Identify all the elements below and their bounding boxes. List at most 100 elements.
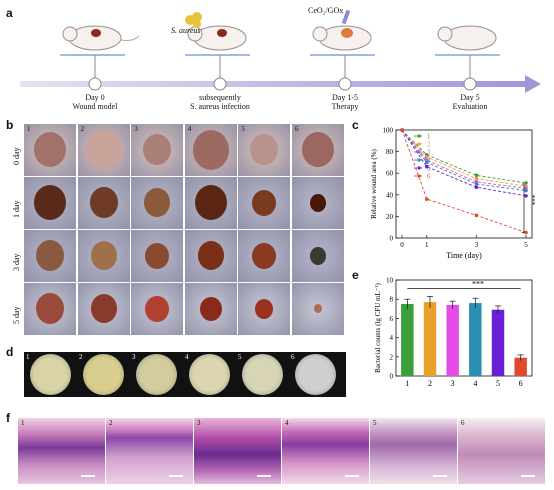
y-tick-label: 60	[386, 170, 394, 178]
y-tick-label: 80	[386, 148, 394, 156]
row-label: 1 day	[12, 199, 21, 218]
he-stain-image: 1	[18, 418, 105, 484]
wound-photo-grid: 0 day 1 2 3 4 5 6 1 day 3 day 5 day	[12, 124, 346, 336]
scale-bar	[256, 475, 271, 477]
bar	[423, 302, 437, 376]
wound-photo: 2	[77, 124, 130, 176]
wound-photo	[77, 283, 130, 335]
wound	[34, 132, 67, 168]
bar	[446, 304, 459, 376]
scale-bar	[432, 475, 447, 477]
wound-photo	[77, 177, 130, 229]
mouse-1	[62, 25, 140, 51]
data-point	[524, 181, 528, 185]
panel-letter-f: f	[6, 411, 10, 425]
bar	[491, 309, 505, 376]
panel-letter-c: c	[352, 118, 359, 132]
legend-label: 2	[427, 141, 431, 149]
legend-marker	[417, 166, 421, 170]
culture-dish	[83, 354, 124, 395]
scale-bar	[80, 475, 95, 477]
y-tick-label: 2	[390, 353, 394, 361]
wound-photo	[238, 230, 291, 282]
chart-wound-area: 0 20 40 60 80 100 0 1 3 5 Time (day) Relative wound…	[370, 127, 536, 261]
culture-dish	[189, 354, 230, 395]
culture-dish-strip: 1 2 3 4 5 6	[24, 352, 346, 397]
wound	[199, 296, 222, 321]
step-title: Day 0	[85, 93, 105, 102]
wound-photo	[184, 177, 237, 229]
legend-label: 4	[427, 157, 431, 165]
y-tick-label: 40	[386, 191, 394, 199]
data-point	[425, 160, 429, 165]
series-line	[401, 129, 527, 234]
dish-number: 1	[26, 353, 30, 361]
timeline-step-3: Day 1-5 Therapy	[315, 93, 375, 111]
wound-photo: 5	[238, 124, 291, 176]
wound-photo	[238, 283, 291, 335]
legend-label: 1	[427, 133, 431, 141]
wound-photo	[77, 230, 130, 282]
data-point	[474, 182, 479, 186]
scale-bar	[168, 475, 183, 477]
inject-label-ceo2: CeO₂/GOx	[308, 6, 344, 15]
y-axis-label: Relative wound area (%)	[370, 148, 378, 218]
wound-photo	[131, 230, 184, 282]
y-tick-label: 10	[386, 277, 394, 285]
he-stain-image: 6	[458, 418, 545, 484]
column-number: 3	[134, 125, 138, 133]
bar	[401, 304, 414, 376]
wound	[197, 241, 224, 271]
he-number: 2	[109, 419, 113, 427]
wound	[255, 298, 274, 319]
y-tick-label: 6	[390, 315, 394, 323]
wound	[310, 246, 327, 265]
data-point	[400, 128, 404, 132]
culture-dish	[136, 354, 177, 395]
he-stain-strip: 1 2 3 4 5 6	[18, 418, 548, 484]
wound-photo: 4	[184, 124, 237, 176]
wound	[310, 193, 327, 212]
wound	[252, 242, 277, 269]
scale-bar	[520, 475, 535, 477]
x-tick-label: 5	[496, 379, 500, 388]
column-number: 6	[295, 125, 299, 133]
timeline-step-2: subsequently S. aureus infection	[180, 93, 260, 111]
dish-number: 3	[132, 353, 136, 361]
wound	[194, 185, 227, 221]
column-number: 5	[241, 125, 245, 133]
plot-frame	[395, 279, 533, 377]
wound-photo	[24, 177, 77, 229]
bar	[514, 357, 527, 376]
x-tick-label: 3	[451, 379, 455, 388]
x-tick-label: 1	[425, 241, 429, 249]
wound	[90, 241, 117, 271]
he-number: 1	[21, 419, 25, 427]
he-stain-image: 4	[282, 418, 369, 484]
legend-marker	[417, 174, 421, 178]
wound	[36, 240, 65, 272]
significance-stars: ***	[528, 195, 536, 206]
wound-photo	[292, 230, 345, 282]
legend-marker	[417, 142, 421, 146]
data-point	[524, 194, 528, 198]
he-number: 3	[197, 419, 201, 427]
panel-letter-e: e	[352, 268, 359, 282]
wound-photo	[131, 177, 184, 229]
he-number: 5	[373, 419, 377, 427]
legend-label: 6	[427, 173, 431, 181]
plot-frame	[395, 129, 533, 239]
wound	[36, 293, 65, 325]
y-tick-label: 100	[383, 127, 394, 135]
timeline-svg	[20, 9, 541, 93]
wound	[89, 187, 118, 219]
wound-photo: 1	[24, 124, 77, 176]
wound-photo	[238, 177, 291, 229]
step-title: Day 5	[460, 93, 480, 102]
legend-marker	[417, 134, 421, 138]
dish-number: 2	[79, 353, 83, 361]
wound-photo	[131, 283, 184, 335]
step-subtitle: subsequently	[199, 93, 241, 102]
panel-letter-a: a	[6, 6, 13, 20]
panel-letter-b: b	[6, 118, 14, 132]
